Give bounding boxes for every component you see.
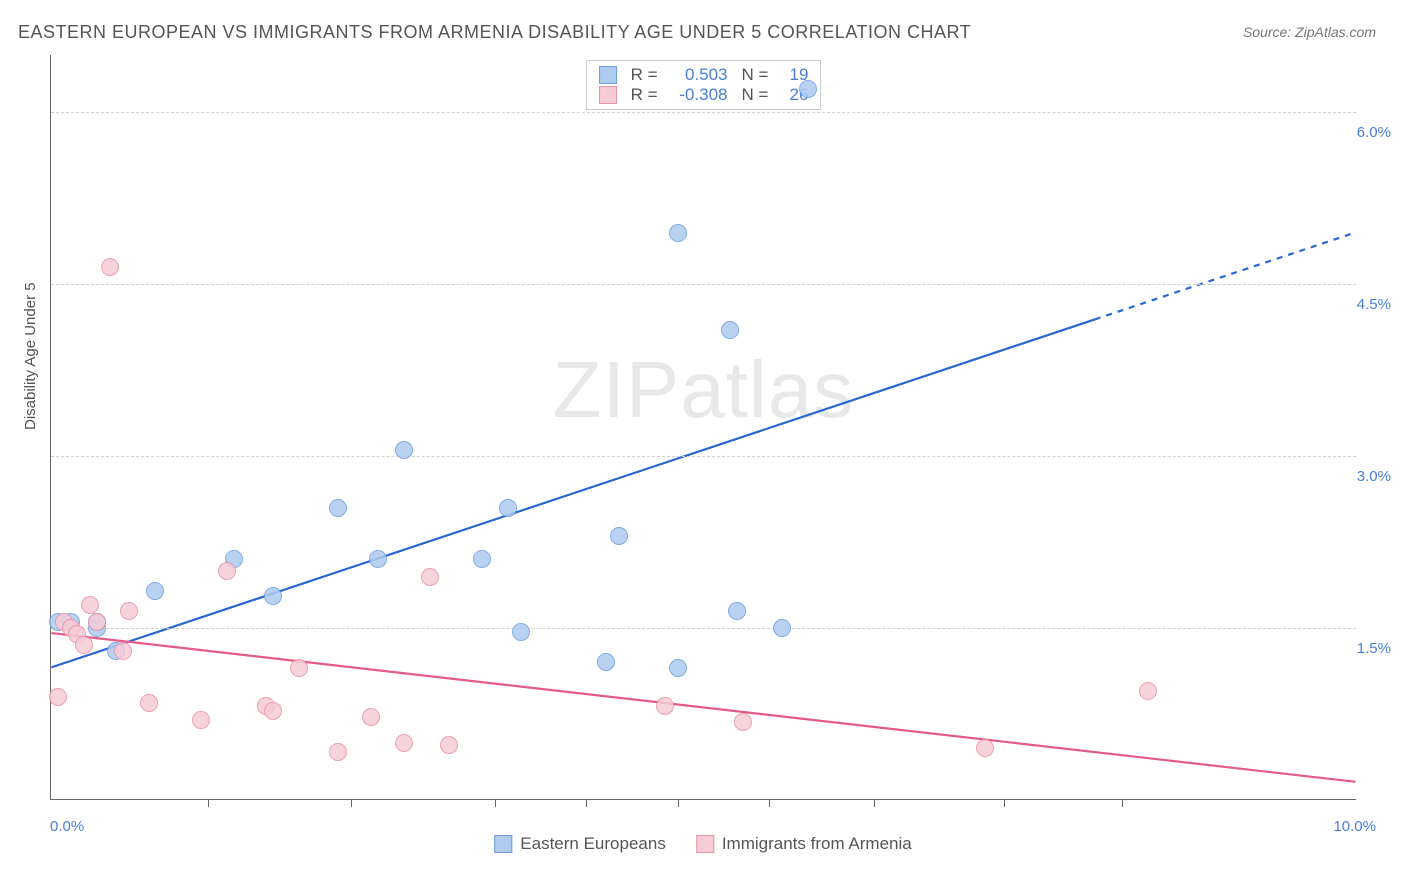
watermark-part1: ZIP bbox=[553, 345, 680, 434]
legend-item: Eastern Europeans bbox=[494, 834, 666, 854]
x-tick bbox=[495, 799, 496, 807]
n-label: N = bbox=[738, 65, 769, 85]
n-label: N = bbox=[738, 85, 769, 105]
scatter-point bbox=[669, 659, 687, 677]
scatter-point bbox=[473, 550, 491, 568]
scatter-point bbox=[369, 550, 387, 568]
legend-swatch bbox=[494, 835, 512, 853]
legend-label: Eastern Europeans bbox=[520, 834, 666, 854]
x-tick bbox=[1122, 799, 1123, 807]
x-tick bbox=[351, 799, 352, 807]
scatter-point bbox=[597, 653, 615, 671]
scatter-point bbox=[610, 527, 628, 545]
legend-label: Immigrants from Armenia bbox=[722, 834, 912, 854]
x-tick bbox=[1004, 799, 1005, 807]
y-tick-label: 4.5% bbox=[1357, 296, 1391, 313]
scatter-point bbox=[329, 499, 347, 517]
trendline bbox=[51, 319, 1094, 667]
x-tick bbox=[769, 799, 770, 807]
stats-row: R =0.503N =19 bbox=[599, 65, 809, 85]
r-label: R = bbox=[627, 85, 658, 105]
gridline-h bbox=[51, 456, 1356, 457]
x-tick bbox=[678, 799, 679, 807]
r-label: R = bbox=[627, 65, 658, 85]
scatter-point bbox=[192, 711, 210, 729]
scatter-point bbox=[264, 702, 282, 720]
x-tick bbox=[208, 799, 209, 807]
watermark: ZIPatlas bbox=[553, 344, 854, 436]
scatter-point bbox=[773, 619, 791, 637]
y-axis-label: Disability Age Under 5 bbox=[22, 282, 39, 430]
watermark-part2: atlas bbox=[680, 345, 854, 434]
source-attribution: Source: ZipAtlas.com bbox=[1243, 24, 1376, 40]
scatter-point bbox=[114, 642, 132, 660]
chart-title: EASTERN EUROPEAN VS IMMIGRANTS FROM ARME… bbox=[18, 22, 971, 43]
scatter-point bbox=[421, 568, 439, 586]
scatter-point bbox=[140, 694, 158, 712]
r-value: 0.503 bbox=[668, 65, 728, 85]
scatter-point bbox=[395, 441, 413, 459]
y-tick-label: 1.5% bbox=[1357, 640, 1391, 657]
scatter-point bbox=[49, 688, 67, 706]
scatter-point bbox=[362, 708, 380, 726]
scatter-point bbox=[395, 734, 413, 752]
stats-row: R =-0.308N =26 bbox=[599, 85, 809, 105]
scatter-point bbox=[440, 736, 458, 754]
gridline-h bbox=[51, 628, 1356, 629]
scatter-point bbox=[81, 596, 99, 614]
scatter-point bbox=[264, 587, 282, 605]
scatter-point bbox=[976, 739, 994, 757]
trendline-dashed bbox=[1095, 232, 1356, 319]
scatter-point bbox=[512, 623, 530, 641]
plot-area: ZIPatlas R =0.503N =19R =-0.308N =26 bbox=[50, 55, 1356, 800]
scatter-point bbox=[218, 562, 236, 580]
scatter-point bbox=[290, 659, 308, 677]
scatter-point bbox=[329, 743, 347, 761]
scatter-point bbox=[669, 224, 687, 242]
x-axis-max-label: 10.0% bbox=[1333, 818, 1376, 835]
legend-swatch bbox=[599, 66, 617, 84]
gridline-h bbox=[51, 112, 1356, 113]
y-tick-label: 3.0% bbox=[1357, 468, 1391, 485]
gridline-h bbox=[51, 284, 1356, 285]
x-tick bbox=[586, 799, 587, 807]
chart-svg bbox=[51, 55, 1356, 799]
scatter-point bbox=[1139, 682, 1157, 700]
trendline bbox=[51, 633, 1355, 782]
bottom-legend: Eastern Europeans Immigrants from Armenia bbox=[494, 834, 911, 854]
scatter-point bbox=[656, 697, 674, 715]
scatter-point bbox=[799, 80, 817, 98]
scatter-point bbox=[88, 613, 106, 631]
legend-item: Immigrants from Armenia bbox=[696, 834, 912, 854]
stats-legend-box: R =0.503N =19R =-0.308N =26 bbox=[586, 60, 822, 110]
legend-swatch bbox=[599, 86, 617, 104]
scatter-point bbox=[728, 602, 746, 620]
scatter-point bbox=[146, 582, 164, 600]
r-value: -0.308 bbox=[668, 85, 728, 105]
scatter-point bbox=[721, 321, 739, 339]
legend-swatch bbox=[696, 835, 714, 853]
x-axis-min-label: 0.0% bbox=[50, 818, 84, 835]
y-tick-label: 6.0% bbox=[1357, 124, 1391, 141]
scatter-point bbox=[120, 602, 138, 620]
scatter-point bbox=[75, 636, 93, 654]
scatter-point bbox=[734, 713, 752, 731]
scatter-point bbox=[101, 258, 119, 276]
x-tick bbox=[874, 799, 875, 807]
scatter-point bbox=[499, 499, 517, 517]
